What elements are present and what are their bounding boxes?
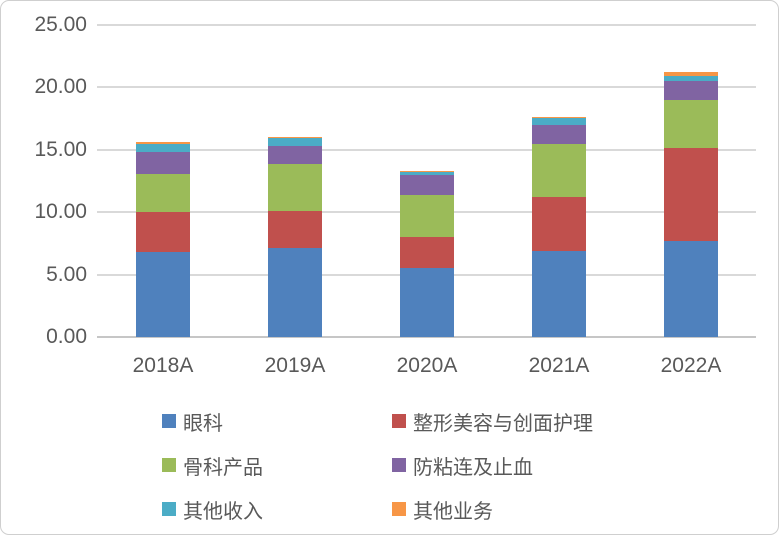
bar-2019A-segment-3 — [268, 146, 322, 165]
legend-label: 眼科 — [183, 412, 223, 435]
legend-item-5: 其他业务 — [392, 495, 593, 524]
y-tick-label: 0.00 — [46, 325, 87, 348]
bar-2019A-segment-2 — [268, 164, 322, 211]
legend-label: 骨科产品 — [183, 456, 263, 479]
legend-swatch-icon — [392, 414, 406, 428]
bar-2021A-segment-5 — [532, 116, 586, 118]
bar-2018A-segment-1 — [136, 212, 190, 253]
bar-2020A-segment-5 — [400, 171, 454, 172]
y-tick-label: 10.00 — [34, 200, 87, 224]
legend-label: 整形美容与创面护理 — [413, 412, 593, 435]
bar-2018A — [136, 141, 190, 337]
legend-swatch-icon — [162, 414, 176, 428]
y-tick-label: 5.00 — [46, 262, 87, 286]
bar-2018A-segment-3 — [136, 151, 190, 175]
legend-label: 其他业务 — [413, 500, 493, 523]
bar-2018A-segment-4 — [136, 143, 190, 152]
y-tick-label: 15.00 — [34, 137, 87, 161]
legend-swatch-icon — [392, 502, 406, 516]
bar-2021A-segment-1 — [532, 196, 586, 252]
gridline — [97, 148, 756, 151]
x-tick-label: 2019A — [264, 354, 326, 377]
legend-swatch-icon — [162, 458, 176, 472]
bar-2020A-segment-3 — [400, 175, 454, 195]
bar-2022A-segment-1 — [664, 147, 718, 242]
gridline — [97, 86, 756, 89]
bar-2022A-segment-2 — [664, 100, 718, 148]
x-tick-label: 2018A — [132, 354, 194, 377]
legend-item-4: 其他收入 — [162, 495, 392, 524]
y-tick-label: 20.00 — [34, 75, 87, 99]
x-tick-label: 2020A — [396, 354, 458, 377]
bar-2020A — [400, 171, 454, 337]
legend-label: 其他收入 — [183, 500, 263, 523]
legend: 眼科 整形美容与创面护理骨科产品 防粘连及止血其他收入 其他业务 — [162, 399, 593, 531]
bar-2020A-segment-0 — [400, 267, 454, 337]
x-tick-label: 2022A — [660, 354, 722, 377]
bar-2019A — [268, 136, 322, 337]
bar-2019A-segment-0 — [268, 247, 322, 337]
gridline — [97, 24, 756, 26]
x-axis-baseline — [97, 336, 756, 338]
bar-2021A-segment-4 — [532, 117, 586, 125]
bar-2021A-segment-3 — [532, 124, 586, 145]
bar-2022A — [664, 72, 718, 337]
bar-2019A-segment-1 — [268, 210, 322, 248]
bar-2022A-segment-0 — [664, 241, 718, 337]
bar-2018A-segment-0 — [136, 252, 190, 337]
legend-item-3: 防粘连及止血 — [392, 451, 593, 480]
bar-2020A-segment-4 — [400, 171, 454, 176]
bar-2018A-segment-5 — [136, 141, 190, 144]
y-tick-label: 25.00 — [34, 13, 87, 36]
bar-2022A-segment-4 — [664, 75, 718, 81]
legend-swatch-icon — [392, 458, 406, 472]
legend-label: 防粘连及止血 — [413, 456, 533, 479]
bar-2021A-segment-2 — [532, 144, 586, 197]
bar-2019A-segment-4 — [268, 137, 322, 147]
bar-2022A-segment-3 — [664, 80, 718, 101]
legend-item-1: 整形美容与创面护理 — [392, 407, 593, 436]
legend-swatch-icon — [162, 502, 176, 516]
bar-2022A-segment-5 — [664, 72, 718, 76]
legend-item-2: 骨科产品 — [162, 451, 392, 480]
bar-2021A-segment-0 — [532, 251, 586, 337]
x-tick-label: 2021A — [528, 354, 590, 377]
bar-2019A-segment-5 — [268, 136, 322, 138]
bar-2020A-segment-1 — [400, 237, 454, 268]
bar-2020A-segment-2 — [400, 194, 454, 238]
bar-2021A — [532, 116, 586, 337]
legend-item-0: 眼科 — [162, 407, 392, 436]
bar-2018A-segment-2 — [136, 174, 190, 213]
